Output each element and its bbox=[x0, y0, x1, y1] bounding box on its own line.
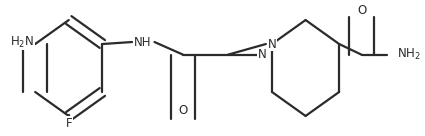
Text: N: N bbox=[268, 38, 276, 50]
Text: N: N bbox=[258, 48, 266, 61]
Text: H$_2$N: H$_2$N bbox=[10, 34, 34, 50]
Text: NH$_2$: NH$_2$ bbox=[397, 47, 421, 62]
Text: O: O bbox=[357, 4, 366, 17]
Text: O: O bbox=[178, 104, 188, 117]
Text: NH: NH bbox=[133, 35, 151, 49]
Text: F: F bbox=[65, 117, 72, 130]
